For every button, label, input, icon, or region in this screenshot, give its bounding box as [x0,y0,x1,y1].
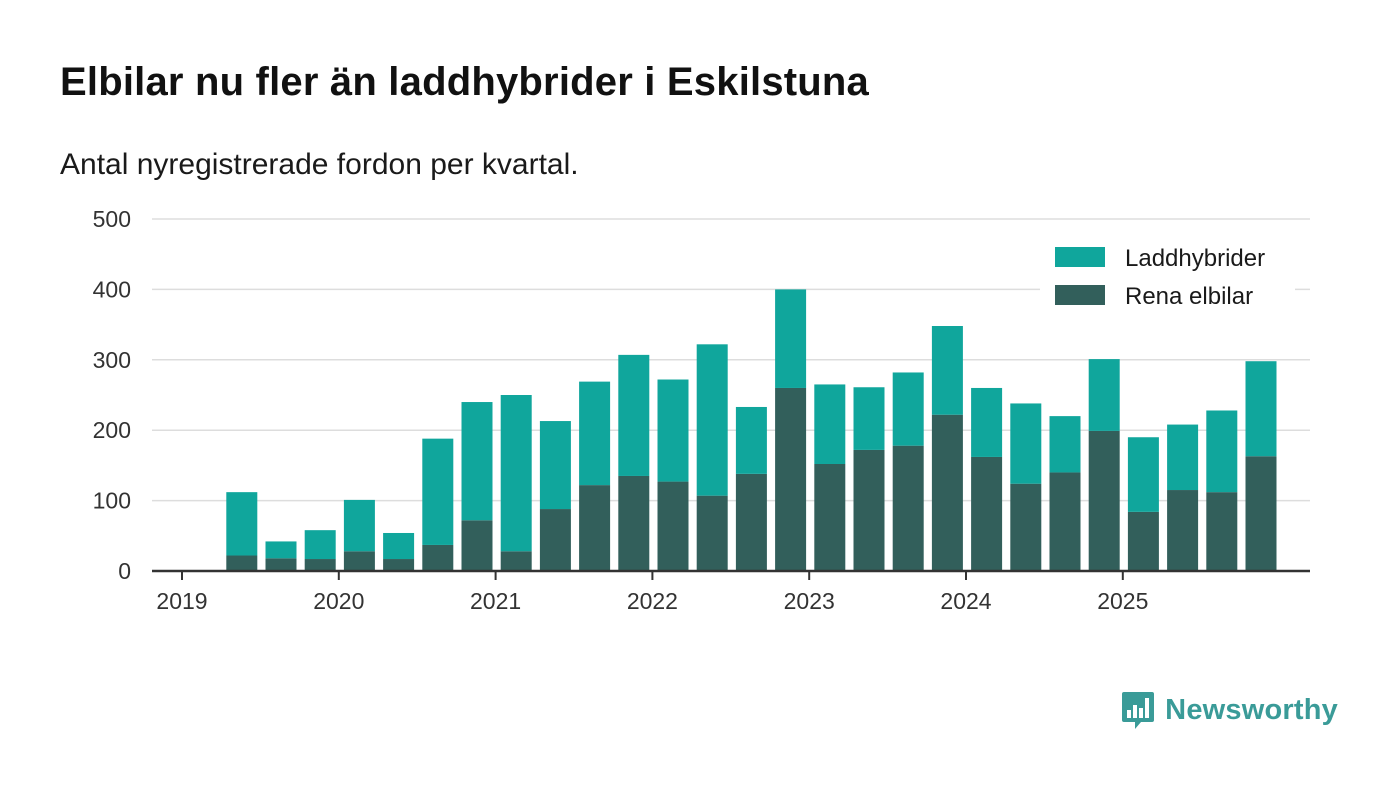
bar-rena-elbilar [539,509,571,571]
bar-laddhybrider [853,387,885,450]
bar-rena-elbilar [696,495,728,571]
bar-laddhybrider [265,541,297,559]
legend-swatch-laddhybrider [1055,247,1105,267]
bar-rena-elbilar [775,387,807,571]
bar-laddhybrider [579,381,611,486]
bar-laddhybrider [1245,361,1277,457]
bar-rena-elbilar [265,558,297,571]
bar-rena-elbilar [1167,490,1199,571]
bar-rena-elbilar [892,445,924,571]
bar-rena-elbilar [383,559,415,571]
chart-subtitle: Antal nyregistrerade fordon per kvartal. [60,148,579,181]
bar-rena-elbilar [814,463,846,571]
bar-laddhybrider [775,289,807,388]
y-tick-label: 0 [118,558,131,584]
x-tick-label: 2020 [313,588,364,614]
bar-laddhybrider [1127,437,1159,512]
bar-rena-elbilar [735,473,767,571]
x-tick-label: 2024 [940,588,991,614]
bar-rena-elbilar [853,449,885,571]
bar-rena-elbilar [1127,511,1159,571]
y-tick-label: 500 [93,206,131,232]
bar-rena-elbilar [226,555,258,571]
bar-laddhybrider [383,532,415,560]
y-tick-label: 300 [93,347,131,373]
x-tick-label: 2022 [627,588,678,614]
bar-laddhybrider [226,492,258,556]
bar-rena-elbilar [931,414,963,571]
bar-laddhybrider [1167,424,1199,491]
bar-laddhybrider [657,379,689,482]
bar-rena-elbilar [657,481,689,571]
bar-rena-elbilar [1010,483,1042,571]
y-tick-label: 100 [93,488,131,514]
legend-label-laddhybrider: Laddhybrider [1125,245,1265,272]
bar-laddhybrider [1010,403,1042,484]
x-tick-label: 2025 [1097,588,1148,614]
bar-laddhybrider [343,499,375,552]
bar-laddhybrider [461,402,493,521]
newsworthy-bars-icon [1122,692,1155,729]
bar-laddhybrider [1049,416,1081,473]
bar-laddhybrider [539,421,571,510]
bar-laddhybrider [892,372,924,446]
bar-rena-elbilar [343,551,375,571]
bar-laddhybrider [931,326,963,415]
x-tick-label: 2023 [784,588,835,614]
chart-title: Elbilar nu fler än laddhybrider i Eskils… [60,60,869,104]
bar-laddhybrider [304,530,336,560]
bar-rena-elbilar [579,485,611,571]
legend-swatch-rena-elbilar [1055,285,1105,305]
bar-laddhybrider [735,406,767,474]
newsworthy-logo: Newsworthy [1121,690,1338,730]
bar-laddhybrider [1088,359,1120,431]
brand-name: Newsworthy [1165,693,1338,726]
y-tick-label: 400 [93,276,131,302]
bar-rena-elbilar [618,475,650,571]
bar-rena-elbilar [1049,472,1081,571]
bar-laddhybrider [422,438,454,545]
bar-rena-elbilar [1245,456,1277,571]
x-tick-label: 2021 [470,588,521,614]
bar-rena-elbilar [1206,492,1238,571]
bar-laddhybrider [500,395,532,552]
bar-rena-elbilar [461,520,493,571]
x-tick-label: 2019 [156,588,207,614]
bar-rena-elbilar [304,559,336,571]
bar-laddhybrider [814,384,846,464]
bar-rena-elbilar [422,544,454,571]
legend-label-rena-elbilar: Rena elbilar [1125,283,1253,310]
bar-rena-elbilar [500,551,532,571]
bar-laddhybrider [971,387,1003,457]
bar-rena-elbilar [971,456,1003,571]
bar-laddhybrider [696,344,728,496]
y-tick-label: 200 [93,417,131,443]
bar-rena-elbilar [1088,430,1120,571]
bar-laddhybrider [1206,410,1238,493]
bar-laddhybrider [618,354,650,476]
